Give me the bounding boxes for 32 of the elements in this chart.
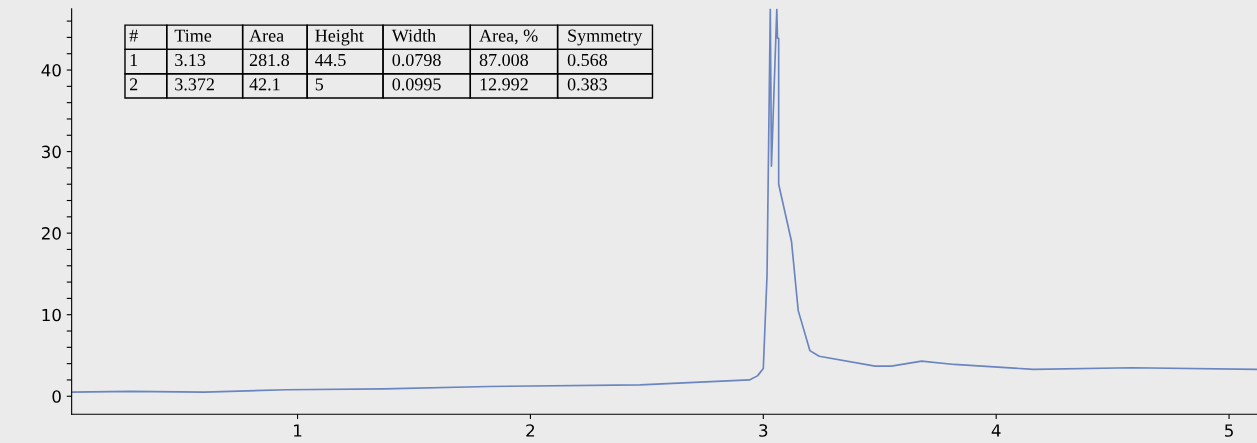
annotation: Time [174,29,212,42]
line-series [71,8,1257,394]
x-tick-label: 3 [759,424,768,437]
annotation: Area, % [479,29,538,45]
annotation: 3.372 [175,78,214,91]
y-tick-label: 30 [41,145,61,159]
annotation: Area [249,29,284,42]
annotation: 87.008 [479,53,529,67]
annotation: Symmetry [568,29,643,46]
annotation: 0.568 [567,53,608,67]
annotation: 0.0995 [392,78,441,91]
annotation: 0.383 [567,78,608,91]
y-tick-label: 0 [52,390,61,403]
annotation: 2 [129,78,138,91]
x-tick-label: 4 [991,424,1001,437]
annotation: 1 [130,53,138,66]
annotation: 0.0798 [392,53,441,67]
y-tick-label: 10 [42,308,61,322]
annotation: 281.8 [249,53,290,67]
x-tick-label: 5 [1225,424,1233,437]
annotation: 12.992 [480,78,528,91]
annotation: Height [315,29,364,46]
annotation: 3.13 [175,53,206,67]
annotation: 5 [315,78,324,91]
y-tick-label: 20 [41,227,61,240]
annotation: 44.5 [315,54,346,67]
x-tick-label: 2 [526,424,535,437]
annotation: # [129,29,138,42]
annotation: 42.1 [249,78,280,91]
y-tick-label: 40 [41,63,61,77]
annotation: Width [391,29,436,42]
x-tick-label: 1 [294,424,302,437]
